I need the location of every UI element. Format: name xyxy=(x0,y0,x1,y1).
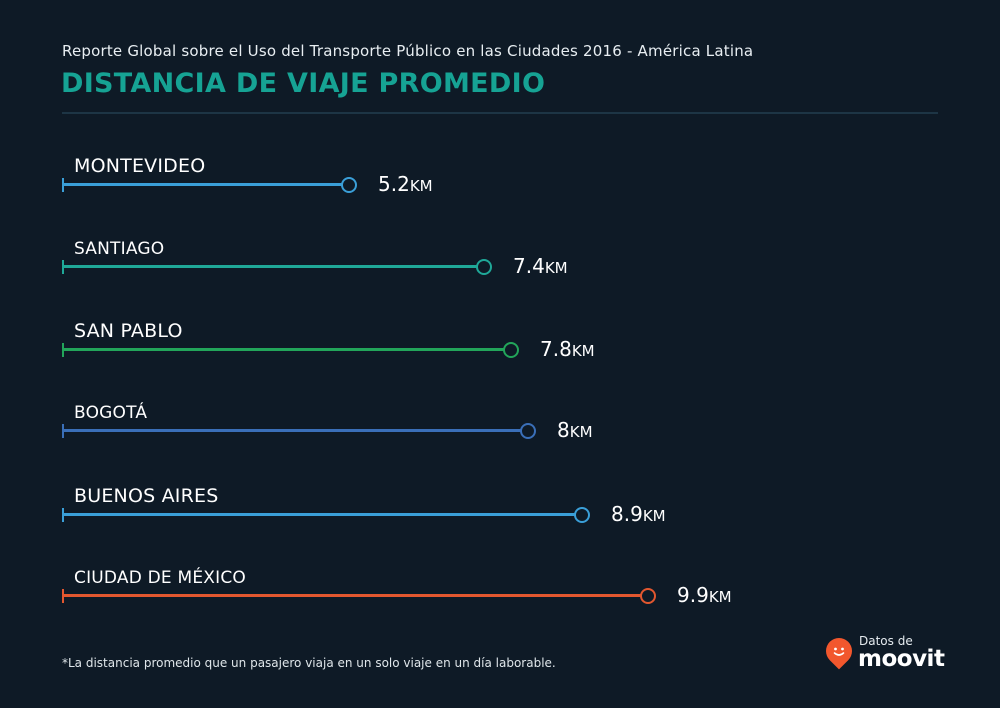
city-label: BUENOS AIRES xyxy=(74,485,219,507)
bar-end-marker xyxy=(640,588,656,604)
value-number: 7.4 xyxy=(513,254,545,278)
distance-value: 5.2KM xyxy=(378,172,433,196)
distance-bar xyxy=(62,513,575,516)
brand-prefix: Datos de xyxy=(859,634,913,648)
brand-name: moovit xyxy=(858,646,945,672)
chart-title: DISTANCIA DE VIAJE PROMEDIO xyxy=(61,68,546,99)
distance-value: 7.8KM xyxy=(540,337,595,361)
chart-row: MONTEVIDEO 5.2KM xyxy=(0,155,1000,215)
value-unit: KM xyxy=(708,588,732,606)
value-unit: KM xyxy=(642,507,666,525)
moovit-logo: Datos de moovit xyxy=(820,632,946,678)
value-unit: KM xyxy=(409,177,433,195)
value-unit: KM xyxy=(569,423,593,441)
bar-end-marker xyxy=(574,507,590,523)
value-number: 8.9 xyxy=(611,502,643,526)
moovit-pin-icon xyxy=(820,632,858,670)
value-number: 5.2 xyxy=(378,172,410,196)
subtitle: Reporte Global sobre el Uso del Transpor… xyxy=(62,42,754,60)
chart-row: BUENOS AIRES 8.9KM xyxy=(0,485,1000,545)
bar-end-marker xyxy=(503,342,519,358)
chart-row: SAN PABLO 7.8KM xyxy=(0,320,1000,380)
footnote: *La distancia promedio que un pasajero v… xyxy=(62,656,556,670)
distance-bar xyxy=(62,429,521,432)
distance-value: 8.9KM xyxy=(611,502,666,526)
distance-value: 7.4KM xyxy=(513,254,568,278)
city-label: SAN PABLO xyxy=(74,320,183,342)
bar-end-marker xyxy=(341,177,357,193)
distance-bar xyxy=(62,348,504,351)
city-label: MONTEVIDEO xyxy=(74,155,206,177)
value-unit: KM xyxy=(544,259,568,277)
city-label: SANTIAGO xyxy=(74,239,165,259)
value-number: 9.9 xyxy=(677,583,709,607)
chart-row: BOGOTÁ 8KM xyxy=(0,401,1000,461)
distance-value: 9.9KM xyxy=(677,583,732,607)
distance-bar xyxy=(62,594,641,597)
value-unit: KM xyxy=(571,342,595,360)
city-label: CIUDAD DE MÉXICO xyxy=(74,568,246,588)
distance-bar xyxy=(62,183,342,186)
city-label: BOGOTÁ xyxy=(74,403,148,423)
chart-row: CIUDAD DE MÉXICO 9.9KM xyxy=(0,566,1000,626)
chart-row: SANTIAGO 7.4KM xyxy=(0,237,1000,297)
distance-bar xyxy=(62,265,477,268)
value-number: 7.8 xyxy=(540,337,572,361)
bar-end-marker xyxy=(520,423,536,439)
value-number: 8 xyxy=(557,418,570,442)
distance-value: 8KM xyxy=(557,418,593,442)
bar-end-marker xyxy=(476,259,492,275)
title-divider xyxy=(62,112,938,114)
